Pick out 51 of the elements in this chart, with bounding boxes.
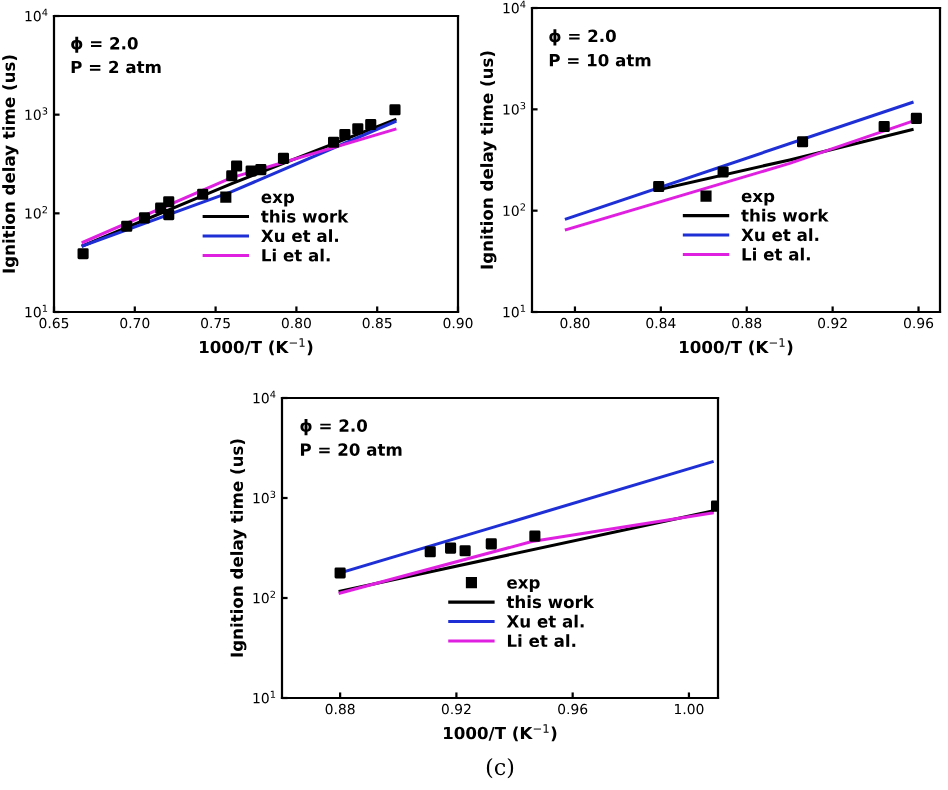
annotation: P = 2 atm [71, 60, 161, 74]
point [389, 104, 401, 116]
point [138, 212, 151, 224]
y-axis-title: Ignition delay time (us) [480, 51, 497, 269]
point [459, 545, 471, 557]
point [255, 164, 267, 176]
annotation: P = 20 atm [300, 443, 402, 456]
point [163, 196, 175, 208]
legend-label: this work [741, 208, 829, 222]
point [277, 152, 290, 164]
point [653, 180, 665, 193]
legend-label: exp [507, 579, 540, 592]
point [717, 166, 729, 178]
point [334, 567, 346, 579]
legend-label: Li et al. [262, 248, 330, 262]
point [163, 209, 175, 221]
annotation: ϕ = 2.0 [300, 419, 368, 436]
x-axis-title: 1000/T (K$^{−1}$) [444, 724, 557, 742]
point [352, 123, 364, 135]
point [121, 220, 133, 232]
y-axis-title: Ignition delay time (us) [230, 439, 247, 657]
text: (c) [486, 758, 514, 779]
point [365, 118, 377, 131]
x-axis-title: 1000/T (K$^{−1}$) [200, 338, 313, 356]
x-axis-title: 1000/T (K$^{−1}$) [680, 338, 793, 356]
legend-label: Xu et al. [506, 614, 584, 628]
legend-label: exp [261, 193, 295, 207]
annotation: ϕ = 2.0 [71, 36, 138, 53]
legend-label: exp [741, 192, 775, 206]
point [445, 542, 457, 554]
point [328, 136, 340, 148]
legend-label: this work [261, 209, 349, 223]
legend-label: Li et al. [507, 634, 576, 648]
point [226, 170, 238, 182]
legend-label: Xu et al. [261, 229, 339, 243]
point [878, 121, 890, 133]
point [910, 112, 922, 124]
legend-label: Li et al. [742, 247, 810, 261]
point [485, 538, 497, 550]
legend-label: Xu et al. [741, 228, 819, 242]
point [77, 248, 89, 260]
point [424, 546, 436, 558]
point [529, 530, 541, 542]
annotation: ϕ = 2.0 [549, 29, 616, 46]
y-axis-title: Ignition delay time (us) [2, 55, 19, 273]
point [231, 160, 243, 172]
legend-label: this work [506, 595, 595, 609]
point [797, 136, 809, 148]
point [197, 188, 209, 200]
annotation: P = 10 atm [549, 53, 651, 67]
point [339, 128, 351, 141]
